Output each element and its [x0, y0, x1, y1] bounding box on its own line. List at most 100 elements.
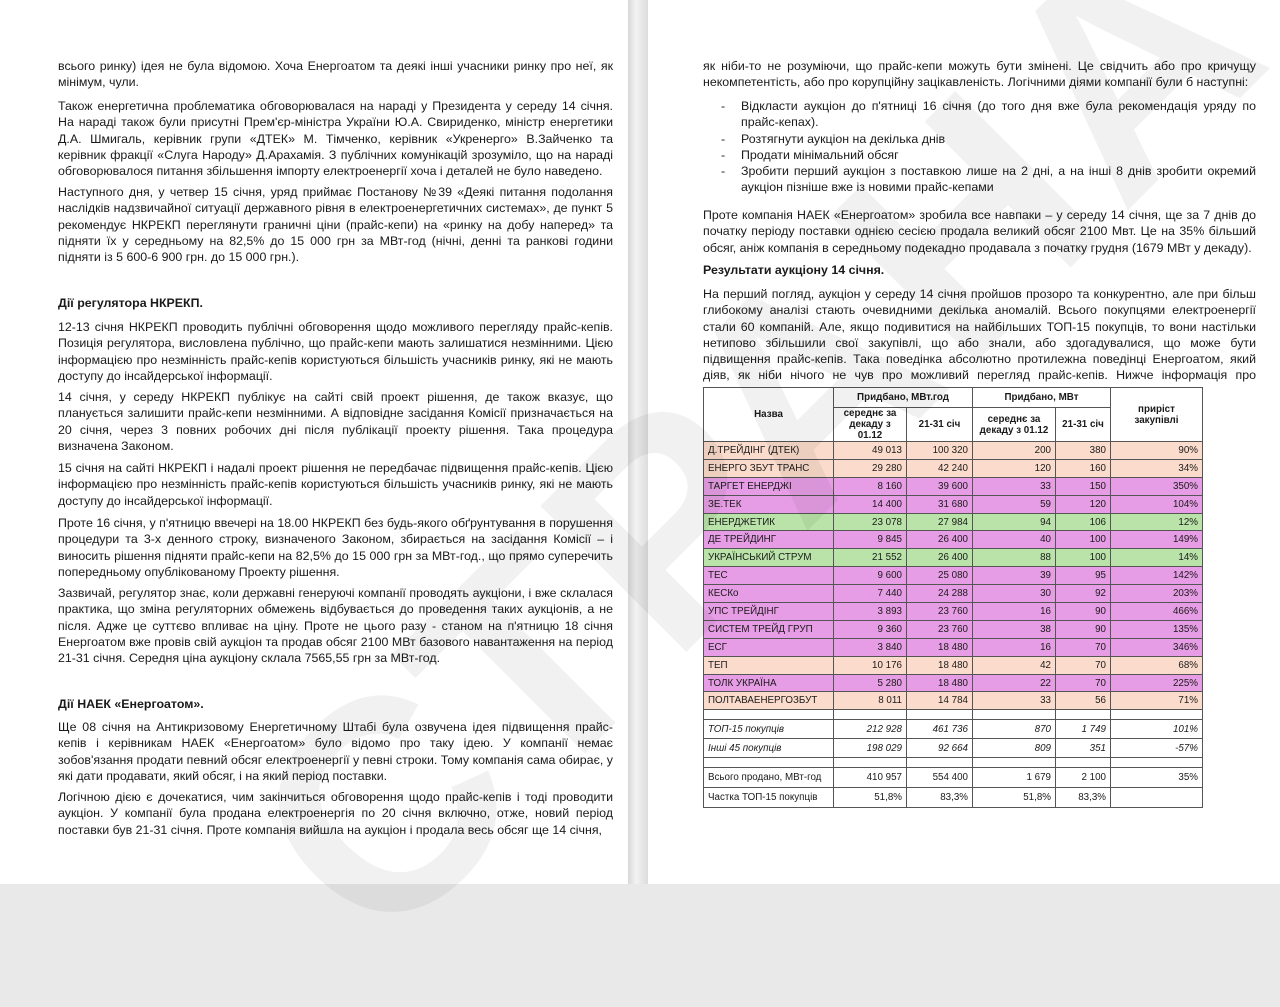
empty-row — [703, 757, 1203, 769]
cell-company: ЗЕ.ТЕК — [703, 494, 834, 514]
cell-value: 94 — [972, 512, 1056, 532]
cell-value: 23 760 — [906, 619, 973, 639]
cell-value: 104% — [1110, 494, 1203, 514]
list-item: Розтягнути аукціон на декілька днів — [703, 131, 1256, 148]
cell-value: 7 440 — [833, 584, 907, 604]
table-row: ТОЛК УКРАЇНА 5 280 18 480 22 70 225% — [703, 673, 1203, 693]
cell-value: 29 280 — [833, 458, 907, 478]
header-mwh: Придбано, МВт.год — [833, 387, 973, 408]
cell-value: 14% — [1110, 548, 1203, 568]
cell-value: 200 — [972, 441, 1056, 460]
cell-value: 9 845 — [833, 530, 907, 550]
paragraph: Наступного дня, у четвер 15 січня, уряд … — [58, 185, 613, 265]
table-row: КЕСКо 7 440 24 288 30 92 203% — [703, 584, 1203, 604]
table-row: ТЕП 10 176 18 480 42 70 68% — [703, 655, 1203, 675]
cell-value: 135% — [1110, 619, 1203, 639]
cell-value: 9 600 — [833, 566, 907, 586]
cell-value: 3 893 — [833, 602, 907, 621]
paragraph: 12-13 січня НКРЕКП проводить публічні об… — [58, 320, 613, 383]
document-page-left: всього ринку) ідея не була відомою. Хоча… — [0, 0, 628, 884]
table-row: ЕНЕРДЖЕТИК 23 078 27 984 94 106 12% — [703, 512, 1203, 532]
cell-value: 33 — [972, 691, 1056, 711]
table-row: Інші 45 покупців 198 029 92 664 809 351 -57% — [703, 738, 1203, 759]
table-row: ЕСГ 3 840 18 480 16 70 346% — [703, 637, 1203, 657]
cell-value: 5 280 — [833, 673, 907, 693]
cell-value: 90 — [1055, 619, 1111, 639]
cell-company: ЕНЕРГО ЗБУТ ТРАНС — [703, 458, 834, 478]
table-row: ТАРГЕТ ЕНЕРДЖІ 8 160 39 600 33 150 350% — [703, 476, 1203, 496]
cell-value: 120 — [1055, 494, 1111, 514]
table-row: Всього продано, МВт-год 410 957 554 400 1 6… — [703, 767, 1203, 789]
paragraph: Проте 16 січня, у п'ятницю ввечері на 18… — [58, 516, 613, 579]
cell-value: 35% — [1110, 767, 1203, 789]
paragraph: Зазвичай, регулятор знає, коли державні … — [58, 586, 613, 666]
table-row: ПОЛТАВАЕНЕРГОЗБУТ 8 011 14 784 33 56 71% — [703, 691, 1203, 711]
empty-cell — [906, 757, 973, 769]
cell-value: 31 680 — [906, 494, 973, 514]
cell-value: 71% — [1110, 691, 1203, 711]
cell-value: 203% — [1110, 584, 1203, 604]
cell-company: ТАРГЕТ ЕНЕРДЖІ — [703, 476, 834, 496]
cell-value: 90% — [1110, 441, 1203, 460]
header-growth: приріст закупівлі — [1110, 387, 1203, 442]
paragraph: 15 січня на сайті НКРЕКП і надалі проект… — [58, 461, 613, 508]
cell-value: 10 176 — [833, 655, 907, 675]
cell-value: 51,8% — [833, 787, 907, 809]
cell-value: 1 749 — [1055, 719, 1111, 740]
cell-company: ТОП-15 покупців — [703, 719, 834, 740]
cell-company: Інші 45 покупців — [703, 738, 834, 759]
cell-value: 100 — [1055, 530, 1111, 550]
table-row: ТОП-15 покупців 212 928 461 736 870 1 749 101… — [703, 719, 1203, 740]
cell-value: 380 — [1055, 441, 1111, 460]
cell-value: 83,3% — [906, 787, 973, 809]
cell-value: 346% — [1110, 637, 1203, 657]
cell-value: 90 — [1055, 602, 1111, 621]
cell-company: Всього продано, МВт-год — [703, 767, 834, 789]
empty-cell — [833, 709, 907, 721]
paragraph: як ніби-то не розуміючи, що прайс-кепи м… — [703, 59, 1256, 90]
cell-value: 142% — [1110, 566, 1203, 586]
header-avg: середнє за декаду з 01.12 — [972, 407, 1056, 442]
table-row: СИСТЕМ ТРЕЙД ГРУП 9 360 23 760 38 90 135% — [703, 619, 1203, 639]
cell-value: 70 — [1055, 637, 1111, 657]
empty-cell — [1110, 709, 1203, 721]
cell-value: 18 480 — [906, 673, 973, 693]
section-heading: Результати аукціону 14 січня. — [703, 263, 885, 277]
cell-value: 88 — [972, 548, 1056, 568]
cell-company: ДЕ ТРЕЙДИНГ — [703, 530, 834, 550]
cell-value: 23 760 — [906, 602, 973, 621]
cell-value: 160 — [1055, 458, 1111, 478]
cell-value: 18 480 — [906, 655, 973, 675]
header-jan: 21-31 січ — [906, 407, 973, 442]
cell-value: 23 078 — [833, 512, 907, 532]
empty-cell — [833, 757, 907, 769]
cell-value: 21 552 — [833, 548, 907, 568]
header-avg: середнє за декаду з 01.12 — [833, 407, 907, 442]
cell-value: 2 100 — [1055, 767, 1111, 789]
empty-cell — [703, 709, 834, 721]
cell-value: 56 — [1055, 691, 1111, 711]
cell-value: 101% — [1110, 719, 1203, 740]
cell-company: ЕСГ — [703, 637, 834, 657]
cell-company: СИСТЕМ ТРЕЙД ГРУП — [703, 619, 834, 639]
auction-results-table: Назва Придбано, МВт.год Придбано, МВт пр… — [703, 387, 1203, 809]
cell-company: ТЕС — [703, 566, 834, 586]
cell-value: 100 320 — [906, 441, 973, 460]
cell-value: 27 984 — [906, 512, 973, 532]
cell-value: 25 080 — [906, 566, 973, 586]
cell-value: 870 — [972, 719, 1056, 740]
cell-company: Д.ТРЕЙДІНГ (ДТЕК) — [703, 441, 834, 460]
list-item: Зробити перший аукціон з поставкою лише … — [703, 163, 1256, 196]
table-row: ЗЕ.ТЕК 14 400 31 680 59 120 104% — [703, 494, 1203, 514]
cell-value: 466% — [1110, 602, 1203, 621]
empty-cell — [906, 709, 973, 721]
cell-value: 83,3% — [1055, 787, 1111, 809]
cell-company: ТОЛК УКРАЇНА — [703, 673, 834, 693]
cell-value: 461 736 — [906, 719, 973, 740]
list-item: Відкласти аукціон до п'ятниці 16 січня (… — [703, 98, 1256, 131]
cell-value: 8 011 — [833, 691, 907, 711]
cell-value: 39 — [972, 566, 1056, 586]
paragraph: Логічною дією є дочекатися, чим закінчит… — [58, 790, 613, 837]
cell-value: 51,8% — [972, 787, 1056, 809]
cell-company: ТЕП — [703, 655, 834, 675]
